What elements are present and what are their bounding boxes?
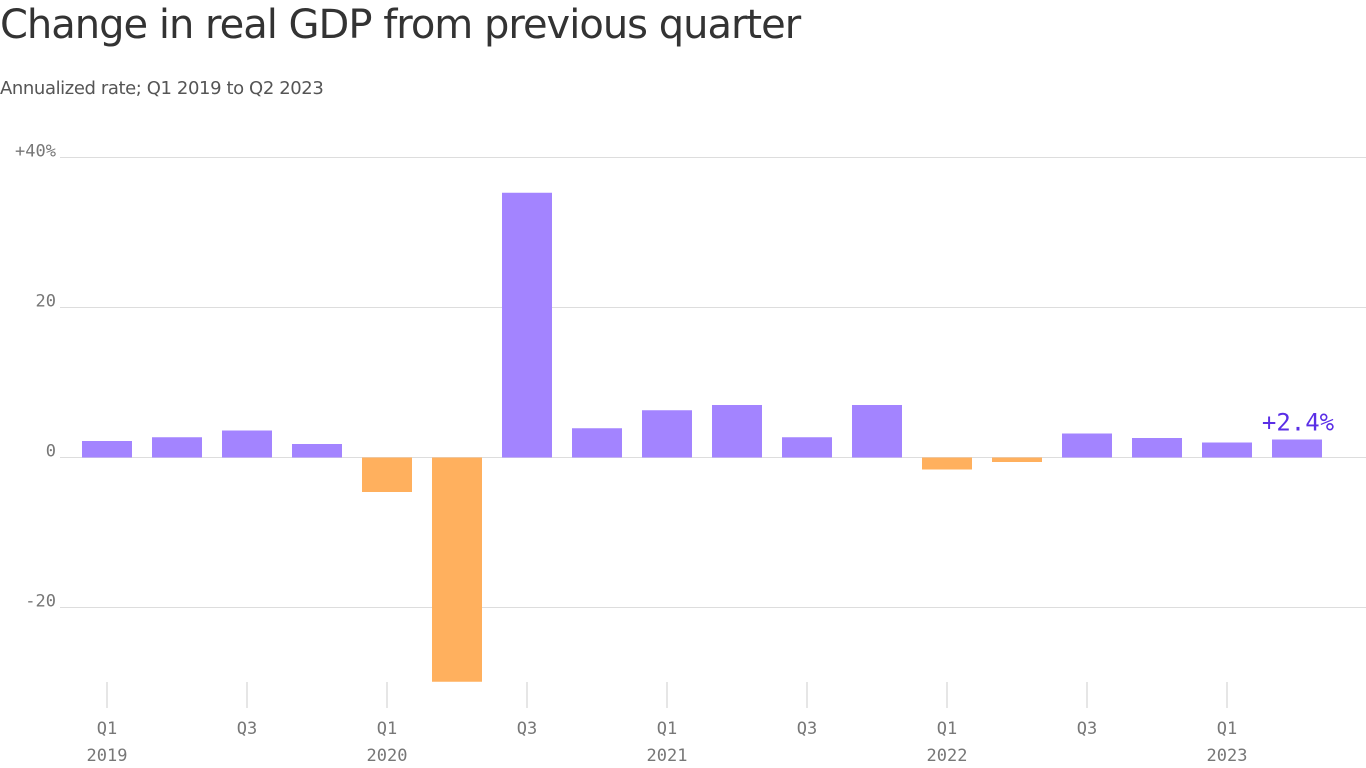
chart-title: Change in real GDP from previous quarter — [0, 2, 801, 48]
bar — [222, 430, 272, 458]
bar — [712, 405, 762, 458]
x-tick-quarter: Q1 — [1217, 719, 1237, 739]
bar — [432, 457, 482, 682]
y-tick-label: 20 — [36, 292, 56, 312]
x-tick-year: 2020 — [367, 746, 408, 766]
bar — [922, 457, 972, 470]
x-tick-quarter: Q1 — [657, 719, 677, 739]
bar — [992, 457, 1042, 462]
bar — [1132, 438, 1182, 458]
x-tick-year: 2019 — [87, 746, 128, 766]
bar-layer — [82, 192, 1322, 682]
bar — [152, 437, 202, 458]
y-tick-label: -20 — [25, 592, 56, 612]
x-tick-year: 2021 — [647, 746, 688, 766]
x-axis: Q1 2019 Q3 Q1 2020 Q3 Q1 2021 Q3 Q1 2022 Q3 Q1 2023 — [87, 682, 1248, 766]
annotation-layer: +2.4% — [1262, 409, 1335, 437]
bar — [642, 410, 692, 458]
y-tick-label: 0 — [46, 442, 56, 462]
x-tick-quarter: Q3 — [797, 719, 817, 739]
bar — [362, 457, 412, 492]
x-tick-quarter: Q1 — [377, 719, 397, 739]
x-tick-quarter: Q3 — [237, 719, 257, 739]
bar — [1202, 442, 1252, 458]
bar — [1272, 439, 1322, 458]
chart-subtitle: Annualized rate; Q1 2019 to Q2 2023 — [0, 78, 324, 99]
x-tick-year: 2022 — [927, 746, 968, 766]
x-tick-quarter: Q1 — [937, 719, 957, 739]
bar — [502, 192, 552, 458]
bar — [782, 437, 832, 458]
x-tick-quarter: Q3 — [517, 719, 537, 739]
grid-layer: +40% 20 0 -20 — [15, 142, 1366, 612]
bar — [82, 441, 132, 458]
x-tick-quarter: Q1 — [97, 719, 117, 739]
x-tick-quarter: Q3 — [1077, 719, 1097, 739]
data-label: +2.4% — [1262, 409, 1335, 437]
x-tick-year: 2023 — [1207, 746, 1248, 766]
bar — [572, 428, 622, 458]
bar — [1062, 433, 1112, 458]
bar — [292, 444, 342, 458]
bar — [852, 405, 902, 458]
y-tick-label: +40% — [15, 142, 56, 162]
